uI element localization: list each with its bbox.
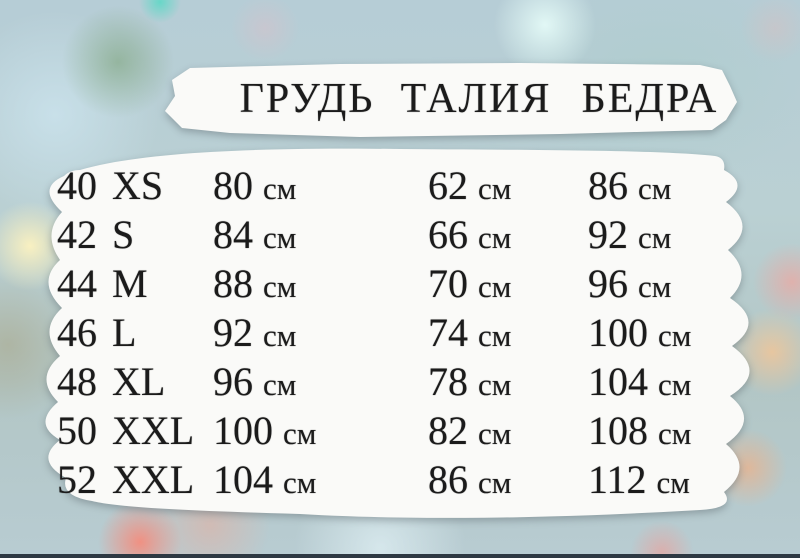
column-header-waist: ТАЛИЯ (400, 76, 552, 122)
waist-value: 70 см (428, 261, 512, 306)
size-eu: 46 (57, 310, 97, 355)
column-header-chest: ГРУДЬ (239, 76, 375, 122)
unit-label: см (263, 171, 297, 206)
unit-label: см (658, 416, 692, 451)
hips-value: 96 см (588, 261, 672, 306)
unit-label: см (263, 269, 297, 304)
unit-label: см (263, 220, 297, 255)
waist-value: 82 см (428, 408, 512, 453)
size-eu: 50 (57, 408, 97, 453)
size-eu: 44 (57, 261, 97, 306)
unit-label: см (478, 220, 512, 255)
unit-label: см (478, 367, 512, 402)
unit-label: см (658, 318, 692, 353)
size-eu: 40 (57, 163, 97, 208)
unit-label: см (478, 318, 512, 353)
size-letter: XS (112, 163, 164, 208)
unit-label: см (638, 171, 672, 206)
unit-label: см (283, 465, 317, 500)
unit-label: см (263, 318, 297, 353)
size-letter: XXL (112, 457, 195, 502)
size-letter: S (112, 212, 135, 257)
chest-value: 104 см (213, 457, 317, 502)
unit-label: см (263, 367, 297, 402)
waist-value: 78 см (428, 359, 512, 404)
hips-value: 104 см (588, 359, 692, 404)
chest-value: 92 см (213, 310, 297, 355)
column-header-hips: БЕДРА (581, 76, 719, 122)
chest-value: 96 см (213, 359, 297, 404)
unit-label: см (658, 367, 692, 402)
size-letter: L (112, 310, 137, 355)
size-eu: 48 (57, 359, 97, 404)
unit-label: см (638, 269, 672, 304)
waist-value: 74 см (428, 310, 512, 355)
table-row: 44 M 88 см 70 см 96 см (0, 259, 800, 308)
chest-value: 80 см (213, 163, 297, 208)
size-eu: 52 (57, 457, 97, 502)
waist-value: 62 см (428, 163, 512, 208)
header-strip-shape (165, 63, 737, 137)
table-row: 42 S 84 см 66 см 92 см (0, 210, 800, 259)
hips-value: 108 см (588, 408, 692, 453)
waist-value: 86 см (428, 457, 512, 502)
unit-label: см (283, 416, 317, 451)
size-letter: XL (112, 359, 166, 404)
chest-value: 100 см (213, 408, 317, 453)
unit-label: см (478, 465, 512, 500)
chest-value: 84 см (213, 212, 297, 257)
size-eu: 42 (57, 212, 97, 257)
size-letter: M (112, 261, 148, 306)
size-letter: XXL (112, 408, 195, 453)
table-strip-shape (45, 148, 750, 518)
hips-value: 112 см (588, 457, 690, 502)
table-row: 50 XXL 100 см 82 см 108 см (0, 406, 800, 455)
unit-label: см (656, 465, 690, 500)
table-row: 48 XL 96 см 78 см 104 см (0, 357, 800, 406)
chest-value: 88 см (213, 261, 297, 306)
table-row: 52 XXL 104 см 86 см 112 см (0, 455, 800, 504)
hips-value: 100 см (588, 310, 692, 355)
hips-value: 92 см (588, 212, 672, 257)
unit-label: см (478, 171, 512, 206)
table-row: 46 L 92 см 74 см 100 см (0, 308, 800, 357)
unit-label: см (638, 220, 672, 255)
hips-value: 86 см (588, 163, 672, 208)
bottom-dark-bar (0, 554, 800, 558)
waist-value: 66 см (428, 212, 512, 257)
unit-label: см (478, 269, 512, 304)
table-row: 40 XS 80 см 62 см 86 см (0, 161, 800, 210)
unit-label: см (478, 416, 512, 451)
